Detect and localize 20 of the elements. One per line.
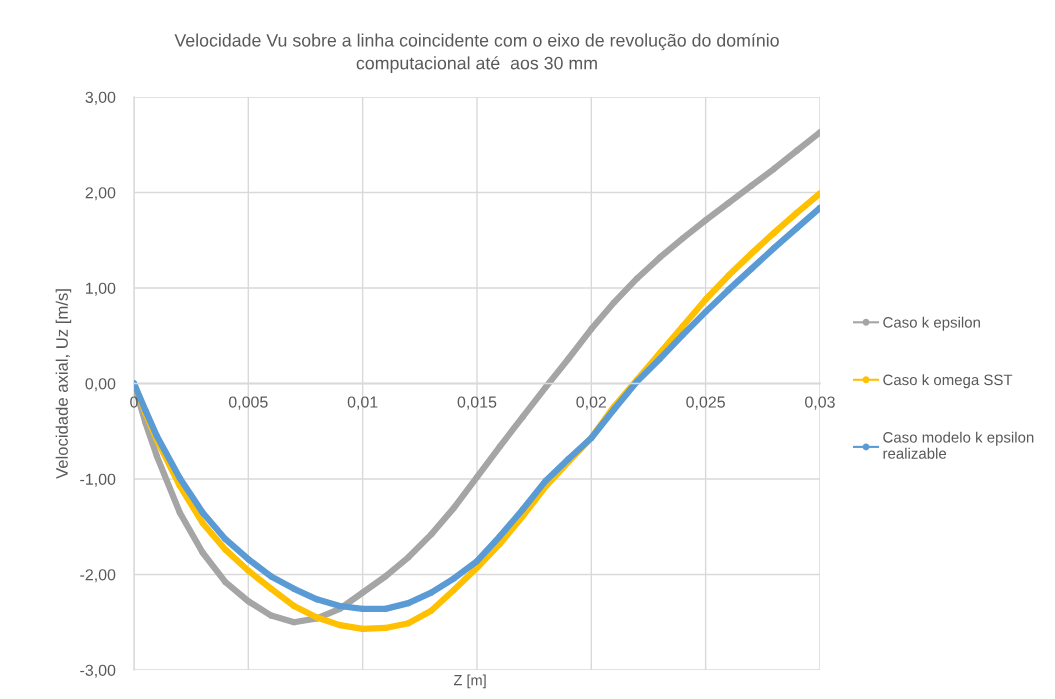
x-tick-label: 0 [130, 396, 138, 408]
x-tick-label: 0,01 [347, 396, 378, 410]
chart-title: Velocidade Vu sobre a linha coincidente com o eixo de revolução do domínio computacional até aos 30 mm [174, 33, 779, 73]
x-tick-label: 0,005 [228, 396, 268, 410]
x-tick-label: 0,03 [805, 396, 835, 410]
y-tick-label: -1,00 [80, 473, 116, 487]
x-tick-label: 0,02 [576, 396, 607, 410]
y-tick-label: -2,00 [80, 569, 116, 583]
y-tick-label: 0,00 [85, 378, 116, 392]
legend-label: Caso modelo k epsilon realizable [883, 431, 1034, 459]
legend-label: Caso k epsilon [883, 316, 980, 331]
y-tick-label: -3,00 [80, 664, 116, 678]
x-tick-label: 0,025 [686, 396, 725, 410]
x-tick-label: 0,015 [457, 396, 497, 410]
y-tick-label: 2,00 [85, 187, 116, 201]
legend-label: Caso k omega SST [883, 374, 1013, 389]
y-tick-label: 1,00 [86, 282, 116, 296]
y-axis-title: Velocidade axial, Uz [m/s] [55, 289, 72, 479]
y-tick-label: 3,00 [85, 91, 116, 105]
x-axis-title: Z [m] [453, 674, 486, 689]
